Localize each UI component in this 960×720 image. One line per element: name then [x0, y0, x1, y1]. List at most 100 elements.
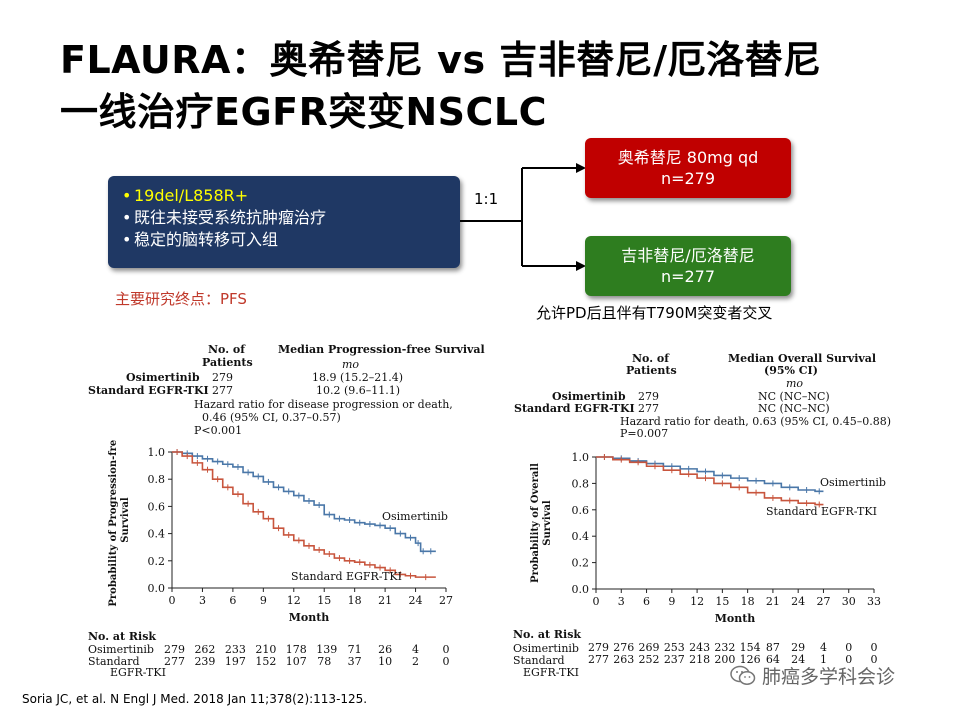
os-risk-cell: 232	[714, 641, 736, 654]
os-x-axis-label: Month	[715, 612, 756, 625]
pfs-x-tick-label: 27	[439, 594, 453, 607]
pfs-hazard-ratio-line1: Hazard ratio for disease progression or …	[194, 398, 453, 411]
os-row-osimertinib-name: Osimertinib	[552, 390, 626, 403]
pfs-x-axis-label: Month	[289, 611, 330, 624]
pfs-risk-cell: 10	[378, 655, 393, 668]
pfs-header-n-2: Patients	[202, 356, 253, 369]
os-y-tick-label: 1.0	[572, 451, 590, 464]
os-risk-cell: 243	[689, 641, 711, 654]
os-header-unit: mo	[786, 377, 804, 390]
pfs-risk-header: No. at Risk	[88, 630, 157, 643]
os-risk-cell: 0	[870, 641, 878, 654]
pfs-risk-cell: 210	[255, 643, 277, 656]
pfs-x-tick-label: 15	[317, 594, 331, 607]
os-x-tick-label: 3	[618, 595, 625, 608]
os-legend: No. of Patients Median Overall Survival …	[512, 352, 932, 444]
arm-standard: 吉非替尼/厄洛替尼 n=277	[585, 236, 791, 296]
os-header-ci: (95% CI)	[764, 364, 818, 377]
pfs-series-label-osimertinib: Osimertinib	[382, 510, 448, 523]
os-risk-standard-label-2: EGFR-TKI	[523, 666, 579, 679]
os-series-standard	[596, 456, 824, 506]
os-row-standard-n: 277	[638, 402, 659, 415]
os-x-tick-label: 18	[741, 595, 755, 608]
os-risk-table: No. at Risk Osimertinib Standard EGFR-TK…	[513, 628, 913, 679]
pfs-y-tick-label: 0.6	[148, 500, 166, 513]
os-km-chart: 0.0 0.2 0.4 0.6 0.8 1.0 0 3 6 9 12 15 18 21 24 27 30 33 Mo…	[530, 451, 886, 625]
os-x-tick-label: 12	[690, 595, 704, 608]
pfs-y-tick-label: 0.4	[148, 528, 166, 541]
pfs-risk-cell: 71	[347, 643, 362, 656]
os-y-tick-label: 0.4	[572, 530, 590, 543]
pfs-y-axis-label: Probability of Progression-freeSurvival	[108, 440, 131, 607]
pfs-risk-cell: 2	[412, 655, 420, 668]
pfs-risk-cell: 239	[194, 655, 216, 668]
os-risk-header: No. at Risk	[513, 628, 582, 641]
os-risk-cell: 0	[870, 653, 878, 666]
pfs-risk-cell: 78	[317, 655, 332, 668]
pfs-risk-cell: 152	[255, 655, 277, 668]
pfs-x-tick-label: 12	[287, 594, 301, 607]
os-y-tick-label: 0.8	[572, 477, 590, 490]
arm-standard-n: n=277	[660, 267, 716, 286]
arm-osimertinib-label: 奥希替尼 80mg qd	[617, 148, 759, 167]
pfs-series-label-standard: Standard EGFR-TKI	[291, 570, 402, 583]
os-risk-cell: 253	[663, 641, 685, 654]
pfs-x-tick-label: 0	[169, 594, 176, 607]
pfs-x-tick-label: 3	[199, 594, 206, 607]
os-risk-cell: 237	[663, 653, 685, 666]
pfs-risk-cell: 233	[224, 643, 246, 656]
os-risk-cell: 87	[765, 641, 780, 654]
pfs-row-standard-n: 277	[212, 384, 233, 397]
pfs-risk-standard-label-2: EGFR-TKI	[110, 666, 166, 679]
os-risk-standard-label: Standard	[513, 654, 565, 667]
os-row-osimertinib-median: NC (NC–NC)	[758, 390, 830, 403]
pfs-x-tick-label: 6	[229, 594, 236, 607]
pfs-km-chart: 0.0 0.2 0.4 0.6 0.8 1.0 0 3 6 9 12 15 18 21 24 27 Month P…	[108, 440, 453, 624]
pfs-series-osimertinib	[172, 451, 436, 553]
os-header-n-2: Patients	[626, 364, 677, 377]
os-y-tick-label: 0.0	[572, 583, 590, 596]
pfs-x-tick-label: 24	[409, 594, 423, 607]
os-risk-cell: 218	[689, 653, 711, 666]
pfs-row-osimertinib-n: 279	[212, 371, 233, 384]
pfs-risk-cell: 0	[442, 655, 450, 668]
os-risk-cell: 4	[819, 641, 827, 654]
slide-title: FLAURA：奥希替尼 vs 吉非替尼/厄洛替尼 一线治疗EGFR突变NSCLC	[60, 34, 822, 138]
os-risk-cell: 0	[845, 641, 853, 654]
os-x-tick-label: 9	[668, 595, 675, 608]
pfs-header-unit: mo	[342, 358, 360, 371]
os-x-tick-label: 0	[593, 595, 600, 608]
os-risk-osimertinib-label: Osimertinib	[513, 642, 579, 655]
pfs-header-n-1: No. of	[208, 343, 245, 356]
arm-standard-label: 吉非替尼/厄洛替尼	[621, 246, 755, 265]
pfs-risk-cell: 139	[316, 643, 338, 656]
pfs-risk-cell: 26	[378, 643, 393, 656]
pfs-x-tick-label: 9	[260, 594, 267, 607]
pfs-risk-cell: 37	[347, 655, 362, 668]
os-header-n-1: No. of	[632, 352, 669, 365]
pfs-y-tick-label: 0.8	[148, 473, 166, 486]
pfs-row-osimertinib-name: Osimertinib	[126, 371, 200, 384]
pfs-header-median: Median Progression-free Survival	[278, 343, 485, 356]
os-risk-cell: 126	[739, 653, 761, 666]
crossover-note: 允许PD后且伴有T790M突变者交叉	[536, 304, 773, 322]
pfs-risk-standard-label: Standard	[88, 655, 140, 668]
pfs-legend: No. of Patients Median Progression-free …	[80, 343, 485, 448]
wechat-icon	[730, 665, 756, 685]
pfs-x-tick-label: 18	[348, 594, 362, 607]
pfs-row-standard-name: Standard EGFR-TKI	[88, 384, 209, 397]
os-risk-cell: 200	[714, 653, 736, 666]
os-row-standard-name: Standard EGFR-TKI	[514, 402, 635, 415]
pfs-hazard-ratio-line2: 0.46 (95% CI, 0.37–0.57)	[202, 411, 341, 424]
randomization-ratio: 1:1	[474, 190, 499, 208]
inclusion-criteria-box: 19del/L858R+ 既往未接受系统抗肿瘤治疗 稳定的脑转移可入组	[108, 176, 460, 268]
os-x-tick-label: 24	[791, 595, 805, 608]
os-y-axis-label: Probability of OverallSurvival	[530, 463, 553, 583]
os-risk-cell: 277	[588, 653, 609, 666]
os-x-tick-label: 27	[816, 595, 830, 608]
os-row-standard-median: NC (NC–NC)	[758, 402, 830, 415]
pfs-risk-osimertinib-label: Osimertinib	[88, 643, 154, 656]
watermark-text: 肺癌多学科会诊	[762, 666, 896, 688]
arm-osimertinib: 奥希替尼 80mg qd n=279	[585, 138, 791, 198]
os-risk-cell: 64	[765, 653, 780, 666]
